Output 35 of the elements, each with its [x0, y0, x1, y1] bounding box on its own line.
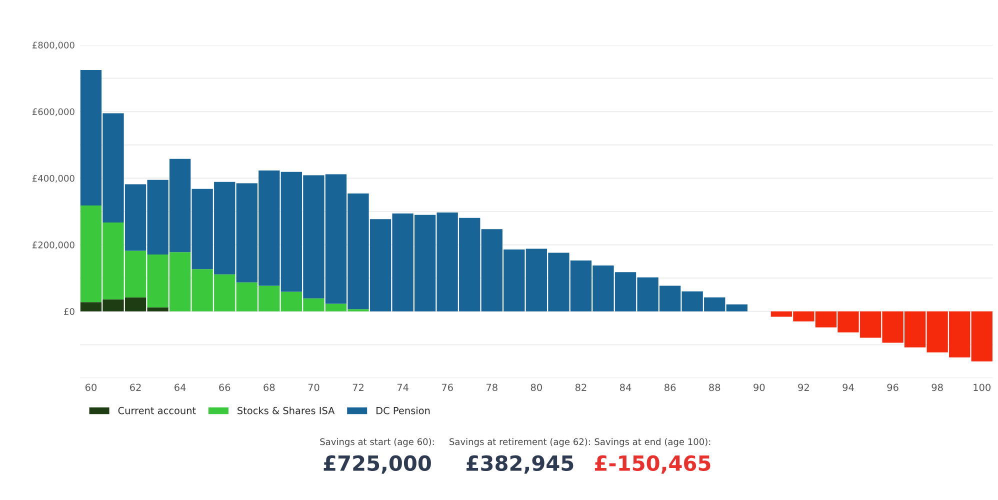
- x-tick-label: 84: [620, 384, 632, 392]
- y-tick-label: £0: [64, 308, 74, 315]
- x-tick-label: 96: [887, 384, 898, 392]
- legend-label: DC Pension: [376, 406, 430, 414]
- legend-label: Current account: [118, 406, 196, 414]
- x-tick-label: 62: [130, 384, 141, 392]
- x-tick-label: 60: [85, 384, 97, 392]
- x-tick-label: 94: [842, 384, 854, 392]
- x-tick-label: 90: [754, 384, 765, 392]
- y-tick-label: £600,000: [32, 108, 74, 116]
- x-tick-label: 74: [397, 384, 408, 391]
- x-tick-label: 88: [709, 384, 720, 392]
- text: Savings at start (age 60):: [320, 438, 434, 447]
- x-tick-label: 92: [798, 384, 809, 392]
- text: £725,000: [324, 455, 431, 474]
- text: Savings at end (age 100):: [594, 438, 710, 447]
- x-tick-label: 68: [264, 384, 275, 392]
- legend-label: Stocks & Shares ISA: [238, 406, 335, 414]
- x-tick-label: 64: [174, 384, 186, 392]
- x-tick-label: 66: [219, 384, 230, 392]
- x-tick-label: 100: [974, 384, 991, 392]
- y-tick-label: £800,000: [32, 42, 74, 50]
- y-tick-label: £400,000: [32, 174, 74, 183]
- text: Savings at retirement (age 62):: [450, 438, 590, 447]
- y-tick-label: £200,000: [32, 242, 74, 250]
- text: £-150,465: [594, 455, 710, 474]
- x-tick-label: 98: [932, 384, 943, 392]
- x-tick-label: 86: [664, 384, 676, 392]
- x-tick-label: 70: [308, 384, 320, 392]
- text: £382,945: [466, 455, 574, 474]
- x-tick-label: 82: [575, 384, 586, 392]
- x-tick-label: 78: [486, 384, 498, 392]
- x-tick-label: 80: [530, 384, 542, 392]
- x-tick-label: 72: [352, 384, 364, 391]
- x-tick-label: 76: [442, 384, 453, 392]
